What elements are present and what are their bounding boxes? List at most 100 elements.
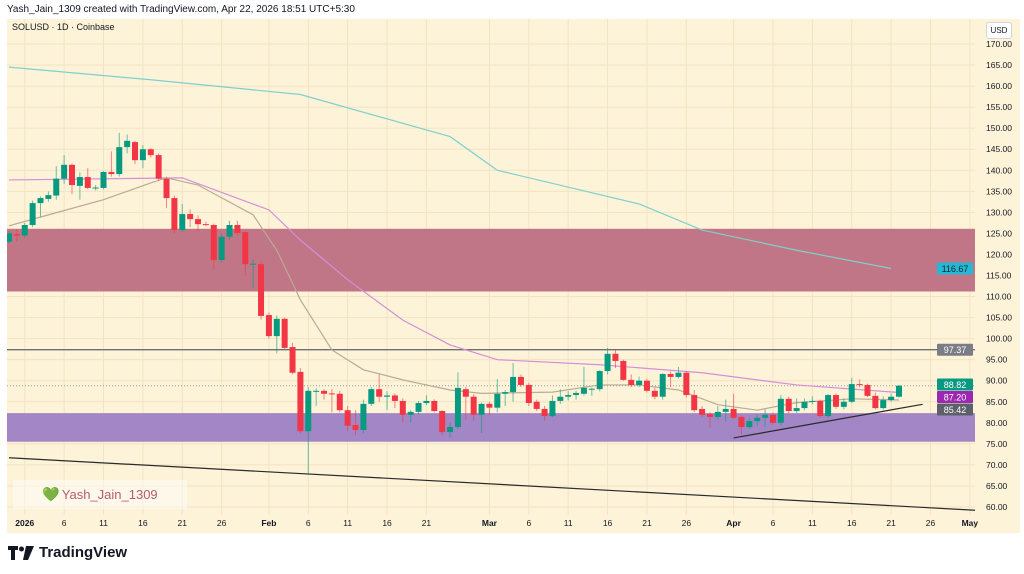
candle-body [596,371,603,390]
ma-mid-price-label: 87.20 [944,393,967,403]
candle [454,372,461,430]
candle-body [7,233,12,242]
candle-body [895,385,902,397]
candle-body [171,198,178,231]
y-tick-label: 135.00 [986,186,1012,196]
candle [7,231,12,244]
candle [399,398,406,423]
y-tick-label: 160.00 [986,81,1012,91]
candle [29,200,36,228]
candle [777,395,784,426]
x-tick-label: 6 [771,518,776,528]
x-tick-label: 11 [564,518,573,528]
candle-body [643,380,650,391]
candle-body [793,408,800,412]
candle-body [250,263,257,265]
x-tick-label: 16 [603,518,613,528]
candle [817,399,824,418]
candle-body [549,400,556,417]
candle [37,196,44,217]
candle [179,203,186,233]
candle-body [45,195,52,199]
candle [699,405,706,417]
candle-body [368,389,375,404]
candle [651,387,658,400]
candle [171,195,178,234]
candle-body [856,384,863,386]
candle [604,347,611,375]
candle-body [769,414,776,423]
candle [360,399,367,434]
candle-body [61,164,68,179]
candle [762,409,769,428]
candle-body [573,392,580,396]
tradingview-logo[interactable]: TradingView [8,544,127,561]
x-tick-label: May [962,518,979,528]
candle [769,412,776,425]
candle [856,379,863,388]
candle [510,363,517,402]
x-tick-label: 26 [926,518,936,528]
candle [675,366,682,379]
ma-short-price-label: 85.42 [944,405,967,415]
x-tick-label: 6 [526,518,531,528]
candle [825,393,832,418]
candle [100,171,107,190]
candle [738,415,745,435]
candle-body [675,372,682,377]
watermark-text: Yash_Jain_1309 [61,487,158,502]
candle-body [738,416,745,428]
candle-body [817,400,824,417]
candle-body [305,390,312,432]
candle-body [147,149,154,156]
y-tick-label: 125.00 [986,228,1012,238]
candle-body [533,401,540,409]
candle-body [376,389,383,397]
candle [218,233,225,263]
ma-long-line [8,66,892,270]
candle [108,151,115,177]
candle [746,418,753,429]
candle-body [265,315,272,337]
candle-body [431,400,438,412]
candle-body [785,398,792,412]
candle-body [762,414,769,418]
candle [407,410,414,423]
y-tick-label: 120.00 [986,249,1012,259]
candle [132,140,139,164]
last-price-label: 88.82 [944,380,967,390]
horizontal-level-price-label: 97.37 [944,345,967,355]
symbol-legend[interactable]: SOLUSD · 1D · Coinbase [12,22,115,32]
candle [305,387,312,476]
currency-button[interactable]: USD [986,22,1012,39]
x-tick-label: 6 [306,518,311,528]
x-tick-label: 6 [62,518,67,528]
x-tick-label: 21 [886,518,896,528]
candle-body [76,177,83,186]
candle [478,402,485,433]
candle-body [730,408,737,418]
candle [368,387,375,406]
candle-body [423,400,430,404]
candle [620,359,627,381]
candle-body [116,147,123,175]
candle-body [297,371,304,432]
candle [580,366,587,396]
candle [155,153,162,181]
y-tick-label: 140.00 [986,165,1012,175]
candle-body [399,400,406,415]
candle-body [840,401,847,407]
candle-body [391,395,398,401]
candle-body [604,353,611,372]
candle [431,399,438,413]
candle [691,389,698,413]
candle [116,132,123,177]
candle [313,388,320,406]
candle-body [29,203,36,225]
candle-body [84,177,91,188]
candle-body [313,390,320,392]
candle [84,168,91,190]
candle [880,396,887,410]
candle-body [746,421,753,428]
